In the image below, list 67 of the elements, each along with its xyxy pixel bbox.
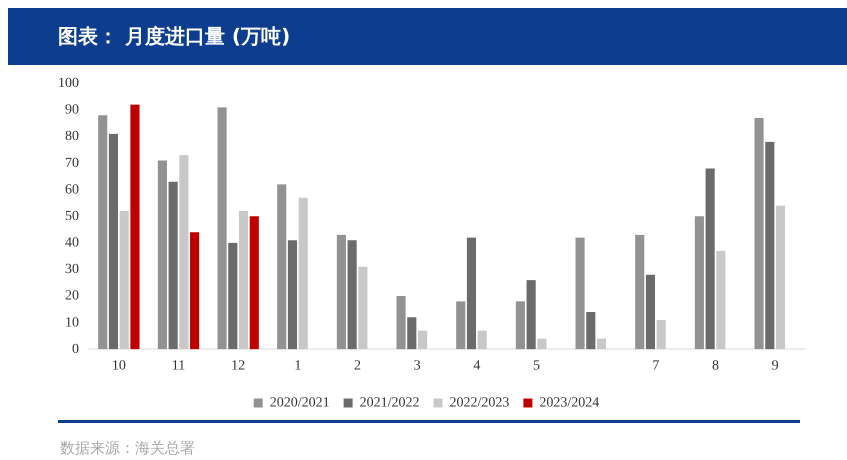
bar	[516, 301, 525, 350]
bar	[694, 216, 704, 350]
bar	[108, 134, 118, 350]
legend-label: 2021/2022	[360, 396, 420, 411]
bar	[407, 317, 416, 350]
bar	[456, 301, 466, 350]
y-tick-label: 80	[65, 129, 79, 144]
bar	[298, 198, 308, 350]
y-tick-label: 0	[72, 342, 79, 357]
y-tick-label: 10	[65, 315, 79, 330]
y-tick-label: 90	[65, 102, 79, 118]
bar	[646, 274, 656, 350]
bar	[466, 238, 476, 350]
y-tick-label: 30	[65, 262, 79, 278]
x-tick-label: 12	[231, 358, 246, 374]
bar	[250, 216, 259, 350]
bar	[586, 312, 596, 350]
bar	[526, 280, 536, 350]
x-tick-label: 8	[712, 358, 719, 374]
bar	[120, 210, 129, 350]
bar	[575, 238, 585, 350]
bar	[238, 210, 248, 350]
bar	[537, 338, 546, 350]
chart-title: 图表： 月度进口量 (万吨)	[58, 23, 290, 50]
bar	[418, 330, 428, 350]
bar	[596, 338, 606, 350]
source-note: 数据来源：海关总署	[60, 439, 196, 458]
x-tick-label: 5	[533, 358, 540, 374]
y-tick-label: 50	[65, 208, 79, 224]
bar	[217, 107, 227, 350]
x-tick-label: 4	[473, 358, 480, 374]
bar	[706, 168, 715, 350]
legend-label: 2022/2023	[450, 396, 510, 411]
bar	[130, 104, 140, 350]
y-tick-label: 40	[65, 236, 79, 251]
x-tick-label: 3	[414, 358, 421, 374]
x-tick-label: 1	[294, 358, 302, 374]
bar	[754, 118, 764, 350]
x-tick-label: 11	[172, 358, 186, 374]
y-tick-label: 70	[65, 156, 79, 171]
bar	[168, 182, 178, 350]
x-tick-label: 10	[112, 358, 126, 374]
bar	[277, 184, 286, 350]
bar	[288, 240, 298, 350]
x-tick-label: 9	[772, 358, 779, 374]
bar	[190, 232, 200, 350]
bar	[358, 266, 368, 350]
bar	[396, 296, 406, 350]
bar	[656, 320, 666, 350]
x-tick-label: 2	[354, 358, 361, 374]
legend-label: 2023/2024	[539, 396, 600, 411]
bar	[776, 206, 786, 350]
bar	[348, 240, 357, 350]
bar	[336, 234, 346, 350]
bar	[98, 115, 108, 350]
bar	[179, 155, 188, 350]
bar	[158, 160, 167, 350]
bar	[478, 330, 487, 350]
x-tick-label: 7	[652, 358, 660, 374]
bar	[635, 234, 644, 350]
y-tick-label: 60	[65, 182, 79, 198]
legend-label: 2020/2021	[270, 396, 330, 411]
bar	[765, 142, 774, 350]
y-tick-label: 20	[65, 288, 79, 304]
bar	[716, 250, 726, 350]
y-tick-label: 100	[58, 76, 79, 92]
bar	[228, 242, 238, 350]
